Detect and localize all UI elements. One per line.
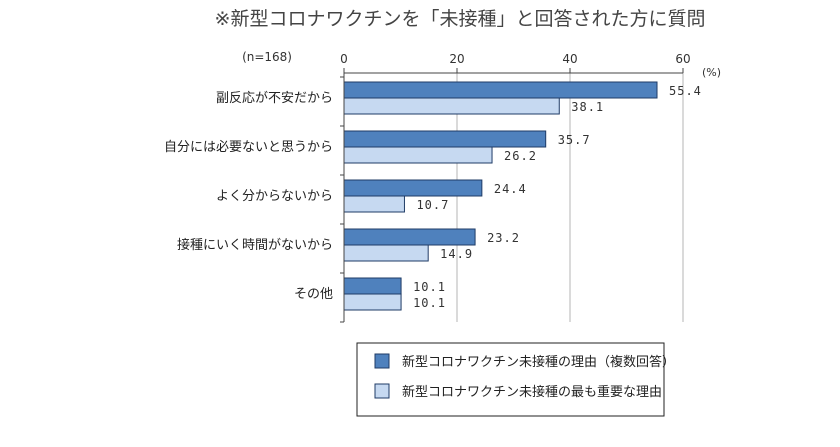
bar-series-1 xyxy=(343,277,402,295)
category-label: その他 xyxy=(294,287,333,302)
sample-size-label: (n=168) xyxy=(242,50,292,64)
bar-series-2 xyxy=(343,293,402,311)
legend-swatch-series-2 xyxy=(374,383,390,399)
chart-title: ※新型コロナワクチンを「未接種」と回答された方に質問 xyxy=(215,8,706,30)
data-label: 24.4 xyxy=(494,182,527,196)
tick-label: 60 xyxy=(675,52,690,66)
bar-series-1 xyxy=(343,228,476,246)
data-label: 55.4 xyxy=(669,84,702,98)
data-label: 10.1 xyxy=(413,280,446,294)
bars: 55.4 38.1 35.7 26.2 24.4 10.7 23.2 14.9 10.1 10.1 xyxy=(343,81,702,311)
data-label: 10.1 xyxy=(413,296,446,310)
category-label: 接種にいく時間がないから xyxy=(177,237,333,253)
tick-label: 20 xyxy=(449,52,464,66)
bar-series-2 xyxy=(343,97,560,115)
data-label: 35.7 xyxy=(558,133,591,147)
tick-label: 0 xyxy=(340,52,348,66)
legend-swatch-series-1 xyxy=(374,353,390,369)
bar-series-2 xyxy=(343,244,429,262)
x-axis-ticks: 0 20 40 60 xyxy=(340,52,691,74)
category-label: 自分には必要ないと思うから xyxy=(164,140,333,155)
bar-series-1 xyxy=(343,179,483,197)
bar-series-1 xyxy=(343,130,547,148)
data-label: 14.9 xyxy=(440,247,473,261)
tick-label: 40 xyxy=(562,52,577,66)
legend: 新型コロナワクチン未接種の理由（複数回答） 新型コロナワクチン未接種の最も重要な… xyxy=(356,342,675,417)
legend-label-series-1: 新型コロナワクチン未接種の理由（複数回答） xyxy=(402,354,675,370)
category-label: 副反応が不安だから xyxy=(216,91,333,106)
legend-box xyxy=(356,342,665,417)
data-label: 38.1 xyxy=(571,100,604,114)
legend-label-series-2: 新型コロナワクチン未接種の最も重要な理由 xyxy=(402,384,662,400)
data-label: 10.7 xyxy=(416,198,449,212)
bar-series-2 xyxy=(343,146,493,164)
category-labels: 副反応が不安だから自分には必要ないと思うからよく分からないから接種にいく時間がな… xyxy=(164,76,344,323)
bar-series-2 xyxy=(343,195,405,213)
data-label: 23.2 xyxy=(487,231,520,245)
data-label: 26.2 xyxy=(504,149,537,163)
unit-label: (%) xyxy=(702,66,721,79)
category-label: よく分からないから xyxy=(216,189,333,204)
bar-series-1 xyxy=(343,81,658,99)
